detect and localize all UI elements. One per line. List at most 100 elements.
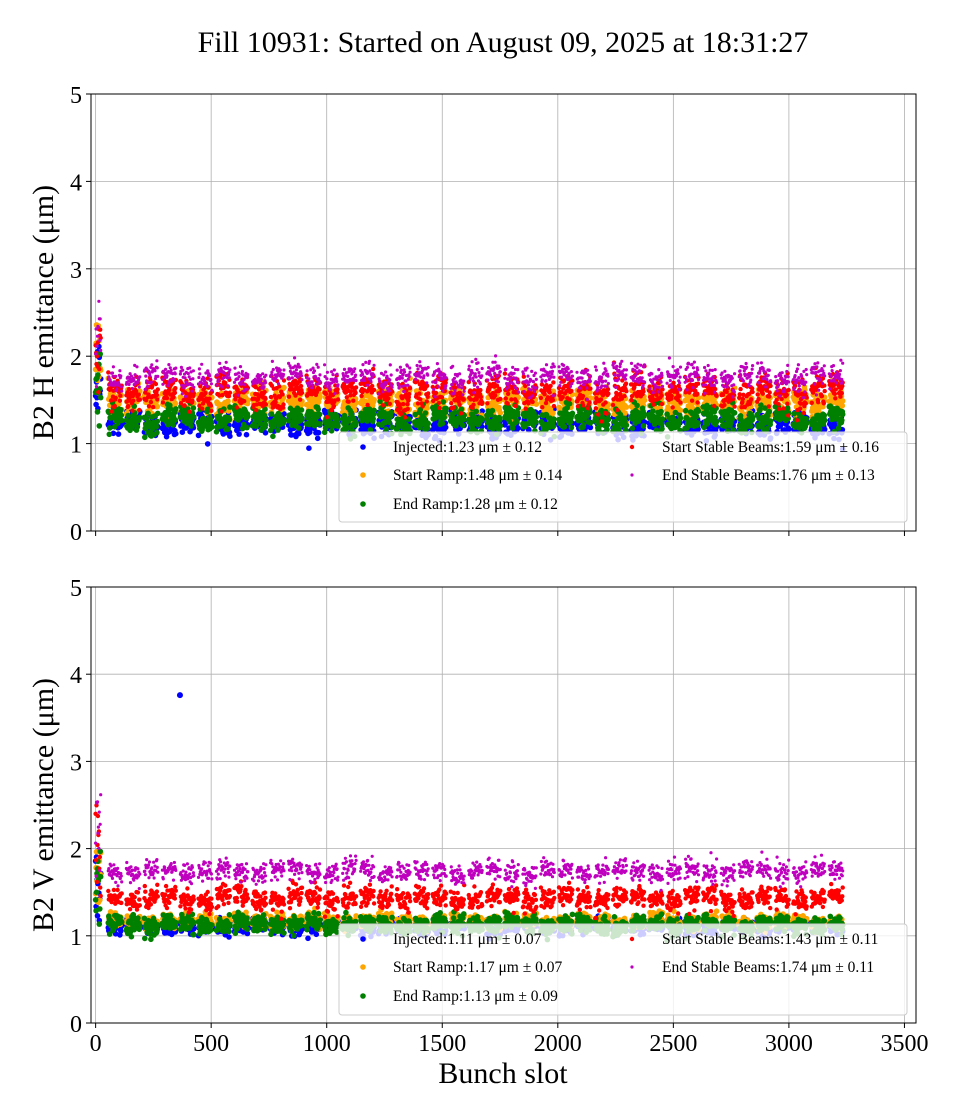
point bbox=[137, 407, 142, 413]
point bbox=[314, 435, 321, 442]
point bbox=[804, 395, 809, 400]
point bbox=[749, 397, 754, 402]
point bbox=[513, 403, 518, 409]
point bbox=[712, 403, 717, 409]
point bbox=[359, 393, 364, 399]
point bbox=[821, 417, 828, 424]
point bbox=[489, 407, 496, 414]
point bbox=[225, 426, 231, 433]
point bbox=[353, 385, 359, 390]
point bbox=[551, 416, 557, 422]
point bbox=[160, 400, 166, 405]
point bbox=[108, 398, 114, 403]
point bbox=[839, 391, 844, 396]
point bbox=[678, 400, 683, 405]
point bbox=[109, 409, 114, 414]
point bbox=[118, 406, 124, 413]
point bbox=[439, 395, 445, 400]
point bbox=[798, 406, 803, 411]
point bbox=[243, 431, 250, 438]
point bbox=[786, 413, 791, 418]
point bbox=[550, 397, 556, 403]
point bbox=[530, 399, 535, 405]
point bbox=[547, 390, 552, 395]
point bbox=[324, 415, 330, 420]
point bbox=[478, 394, 484, 400]
point bbox=[505, 391, 511, 396]
point bbox=[677, 415, 684, 421]
point bbox=[242, 399, 247, 404]
point bbox=[593, 406, 599, 411]
point bbox=[833, 396, 838, 401]
point bbox=[538, 395, 544, 401]
point bbox=[106, 370, 111, 375]
point bbox=[629, 397, 634, 403]
point bbox=[154, 418, 161, 425]
point bbox=[172, 390, 178, 395]
point bbox=[136, 392, 141, 397]
point bbox=[604, 422, 611, 428]
scatter-points bbox=[92, 299, 846, 452]
point bbox=[533, 419, 539, 425]
point bbox=[581, 403, 586, 408]
point bbox=[370, 383, 375, 389]
point bbox=[822, 388, 827, 394]
point bbox=[460, 422, 466, 429]
point bbox=[620, 378, 625, 383]
point bbox=[437, 405, 442, 411]
point bbox=[281, 402, 286, 407]
point bbox=[190, 398, 195, 403]
point bbox=[227, 390, 233, 395]
point bbox=[125, 412, 131, 419]
point bbox=[623, 422, 630, 429]
point bbox=[331, 403, 337, 409]
point bbox=[497, 388, 502, 393]
point bbox=[96, 390, 101, 395]
point bbox=[835, 425, 842, 431]
point bbox=[148, 399, 154, 405]
point bbox=[776, 406, 782, 412]
point bbox=[298, 383, 304, 389]
point bbox=[401, 401, 406, 407]
point bbox=[714, 393, 719, 398]
point bbox=[208, 419, 215, 425]
point bbox=[809, 400, 814, 405]
point bbox=[315, 429, 322, 436]
point bbox=[203, 390, 208, 396]
point bbox=[424, 399, 429, 404]
point bbox=[616, 426, 622, 433]
point bbox=[280, 392, 285, 397]
point bbox=[204, 441, 211, 447]
point bbox=[606, 391, 611, 396]
point bbox=[587, 424, 594, 431]
point bbox=[299, 416, 305, 423]
point bbox=[695, 408, 702, 415]
figure-title: Fill 10931: Started on August 09, 2025 a… bbox=[198, 26, 809, 59]
point bbox=[323, 391, 329, 397]
point bbox=[275, 427, 281, 433]
point bbox=[676, 394, 682, 399]
point bbox=[615, 407, 620, 413]
point bbox=[442, 424, 449, 431]
point bbox=[803, 401, 808, 406]
point bbox=[480, 400, 485, 405]
point bbox=[417, 391, 422, 396]
point bbox=[695, 420, 701, 426]
point bbox=[436, 400, 441, 406]
point bbox=[729, 416, 736, 422]
point bbox=[134, 424, 141, 430]
point bbox=[650, 408, 656, 414]
point bbox=[473, 408, 480, 415]
point bbox=[514, 399, 519, 404]
point bbox=[722, 402, 727, 408]
point bbox=[398, 405, 403, 411]
point bbox=[142, 434, 148, 441]
point bbox=[383, 426, 389, 433]
point bbox=[94, 352, 98, 356]
point bbox=[288, 432, 295, 438]
point bbox=[94, 409, 101, 415]
point bbox=[151, 404, 156, 410]
point bbox=[298, 407, 305, 413]
point bbox=[641, 397, 648, 404]
